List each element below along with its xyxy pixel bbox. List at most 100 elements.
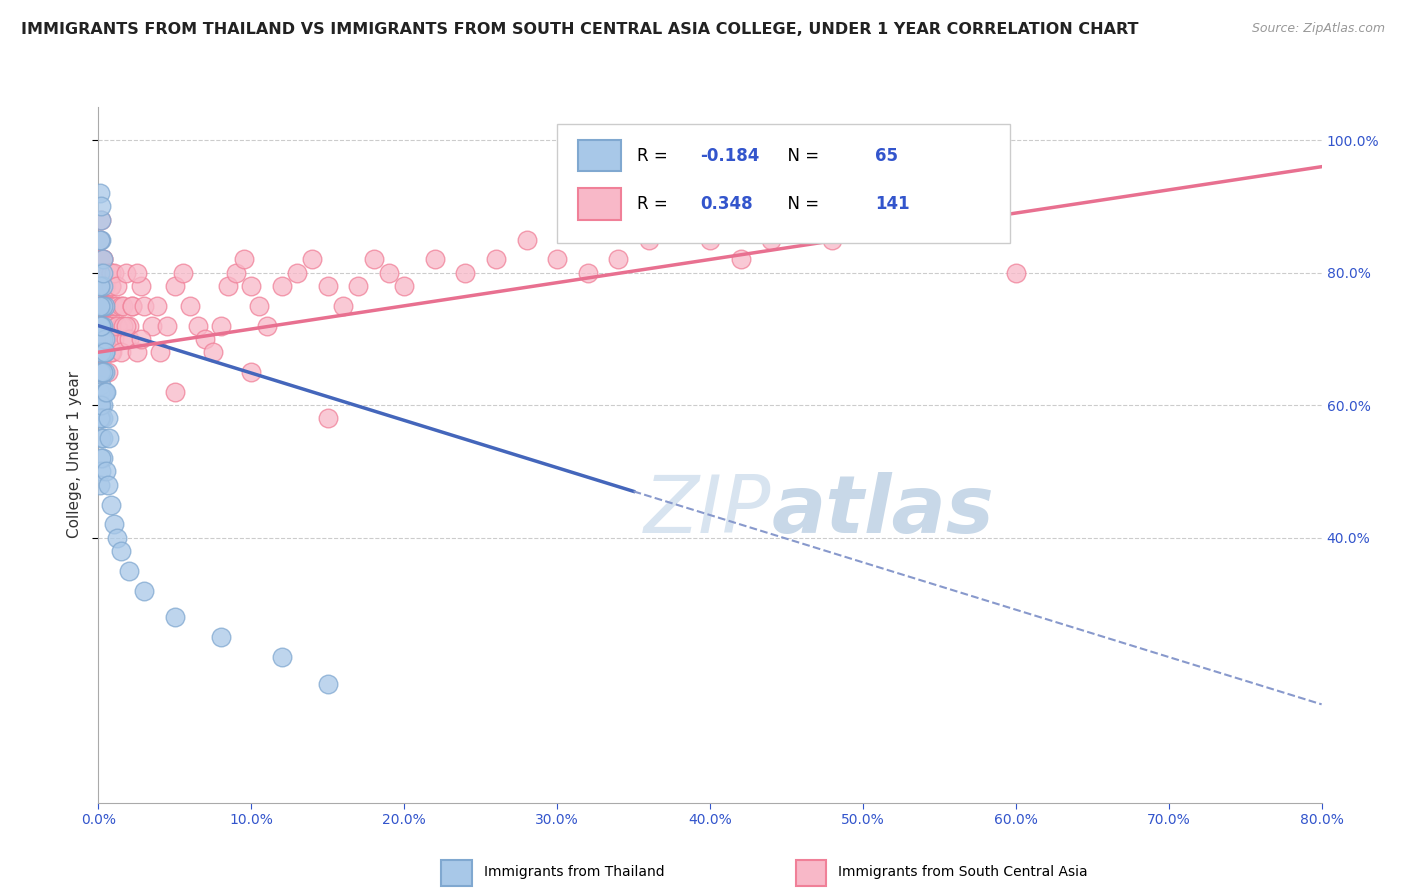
Point — [91, 318, 114, 333]
Point — [105, 318, 128, 333]
Point — [100, 279, 122, 293]
Point — [163, 279, 186, 293]
Point — [91, 252, 114, 267]
Point — [89, 411, 111, 425]
Point — [89, 384, 111, 399]
Point — [90, 332, 112, 346]
Point — [163, 384, 186, 399]
Point — [270, 650, 292, 665]
Point — [90, 465, 112, 479]
Point — [89, 266, 111, 280]
Point — [105, 531, 128, 545]
Point — [125, 345, 148, 359]
Point — [163, 610, 186, 624]
Point — [103, 517, 125, 532]
Point — [89, 365, 111, 379]
Point — [97, 318, 120, 333]
Point — [217, 279, 239, 293]
Point — [98, 345, 121, 359]
Point — [91, 299, 114, 313]
Point — [363, 252, 385, 267]
Point — [115, 332, 138, 346]
Point — [100, 279, 122, 293]
Point — [89, 279, 111, 293]
Point — [1004, 266, 1026, 280]
Point — [97, 318, 120, 333]
Text: 65: 65 — [875, 147, 898, 165]
Point — [97, 299, 120, 313]
Point — [149, 345, 172, 359]
Point — [91, 299, 114, 313]
Point — [90, 318, 112, 333]
Point — [93, 332, 115, 346]
Point — [93, 365, 115, 379]
FancyBboxPatch shape — [557, 124, 1010, 243]
Point — [89, 279, 111, 293]
Point — [232, 252, 254, 267]
Point — [91, 365, 114, 379]
Point — [97, 477, 120, 491]
Point — [90, 266, 112, 280]
Point — [110, 299, 132, 313]
Point — [93, 384, 115, 399]
Point — [89, 332, 111, 346]
Point — [91, 332, 114, 346]
Text: Source: ZipAtlas.com: Source: ZipAtlas.com — [1251, 22, 1385, 36]
Point — [347, 279, 370, 293]
Point — [121, 299, 143, 313]
Point — [110, 544, 132, 558]
Point — [89, 365, 111, 379]
Point — [94, 465, 117, 479]
Point — [105, 279, 128, 293]
Point — [454, 266, 477, 280]
Point — [115, 266, 138, 280]
Point — [91, 279, 114, 293]
Point — [91, 411, 114, 425]
Point — [94, 279, 117, 293]
Point — [93, 345, 115, 359]
Point — [94, 345, 117, 359]
Point — [89, 252, 111, 267]
Point — [129, 279, 152, 293]
Point — [89, 345, 111, 359]
Point — [90, 431, 112, 445]
Point — [240, 365, 263, 379]
Point — [110, 345, 132, 359]
Point — [93, 299, 115, 313]
Point — [103, 266, 125, 280]
Point — [111, 299, 134, 313]
Point — [91, 266, 114, 280]
Point — [256, 318, 278, 333]
Point — [90, 212, 112, 227]
Point — [94, 332, 117, 346]
Point — [89, 318, 111, 333]
Point — [225, 266, 247, 280]
Point — [90, 318, 112, 333]
Point — [125, 266, 148, 280]
Point — [91, 318, 114, 333]
Point — [111, 318, 134, 333]
Point — [93, 345, 115, 359]
Point — [668, 212, 690, 227]
Point — [97, 365, 120, 379]
Point — [90, 451, 112, 466]
Point — [93, 345, 115, 359]
Point — [98, 345, 121, 359]
Point — [90, 299, 112, 313]
Point — [100, 498, 122, 512]
Point — [90, 345, 112, 359]
FancyBboxPatch shape — [441, 860, 471, 887]
Point — [115, 318, 138, 333]
Point — [97, 299, 120, 313]
Text: N =: N = — [778, 195, 825, 213]
Point — [98, 318, 121, 333]
Point — [91, 345, 114, 359]
Point — [91, 252, 114, 267]
Point — [285, 266, 308, 280]
Point — [94, 318, 117, 333]
Point — [93, 318, 115, 333]
Point — [100, 266, 122, 280]
Point — [90, 279, 112, 293]
Point — [316, 676, 339, 690]
Point — [90, 299, 112, 313]
